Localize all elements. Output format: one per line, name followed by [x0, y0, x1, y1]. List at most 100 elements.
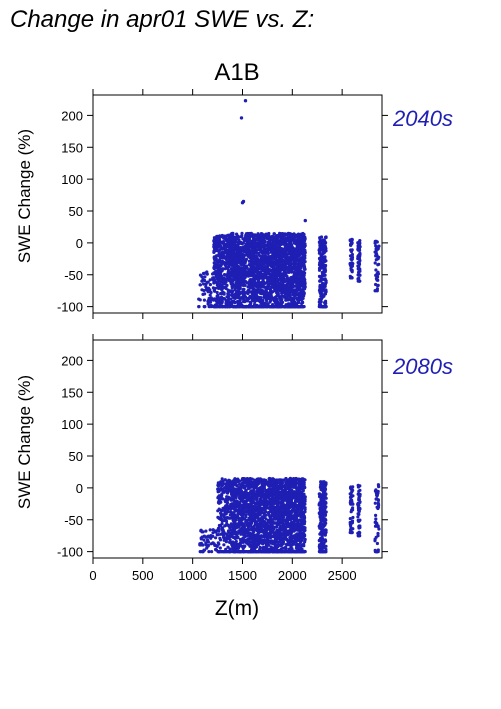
data-point — [321, 259, 325, 263]
data-point — [302, 271, 306, 275]
data-point — [317, 248, 321, 252]
data-point — [267, 477, 271, 481]
data-point — [375, 247, 379, 251]
data-point — [235, 251, 239, 255]
data-point — [348, 261, 352, 266]
data-point — [228, 246, 232, 250]
data-point — [245, 534, 249, 538]
data-point — [259, 255, 263, 259]
data-point — [201, 292, 205, 296]
data-point — [217, 283, 221, 287]
data-point — [265, 491, 269, 495]
data-point — [350, 252, 354, 257]
data-point — [289, 247, 293, 251]
data-point — [228, 540, 232, 544]
data-point — [290, 267, 294, 271]
data-point — [218, 271, 222, 275]
data-point — [261, 289, 265, 293]
data-point — [261, 244, 265, 249]
data-point — [268, 292, 272, 297]
data-point — [358, 239, 362, 243]
data-point — [247, 259, 251, 263]
data-point — [298, 245, 302, 249]
data-point — [256, 532, 260, 536]
data-point — [274, 259, 278, 263]
data-point — [288, 305, 293, 309]
data-point — [241, 540, 245, 545]
data-point — [267, 540, 271, 544]
data-point — [276, 242, 280, 246]
data-point — [259, 535, 263, 539]
data-point — [257, 289, 261, 293]
data-point — [219, 550, 223, 554]
data-point — [244, 504, 248, 508]
data-point — [226, 523, 230, 527]
data-point — [235, 493, 239, 497]
data-point — [221, 305, 225, 309]
data-point — [350, 242, 354, 246]
data-point — [261, 301, 265, 305]
data-point — [238, 517, 242, 521]
data-point — [251, 240, 256, 244]
plot-frame-2040s — [92, 94, 383, 314]
data-point — [203, 271, 207, 275]
data-point — [293, 241, 297, 245]
data-point — [235, 243, 239, 247]
data-point — [290, 287, 294, 291]
data-point — [221, 250, 225, 254]
data-point — [227, 484, 231, 489]
data-point — [375, 278, 379, 282]
data-point — [284, 260, 288, 264]
data-point — [252, 510, 256, 514]
data-point — [244, 257, 249, 261]
data-point — [221, 519, 225, 523]
data-point — [263, 550, 267, 554]
y-axis-title-2040s: SWE Change (%) — [15, 129, 34, 263]
data-point — [264, 517, 268, 521]
data-point — [200, 275, 204, 279]
data-point — [214, 254, 219, 258]
data-point — [247, 492, 252, 496]
data-point — [296, 300, 301, 304]
data-point — [321, 281, 325, 286]
data-point — [286, 257, 290, 261]
data-point — [226, 266, 230, 270]
data-point — [238, 523, 242, 528]
data-point — [267, 281, 272, 285]
data-point — [300, 275, 304, 279]
data-point — [217, 542, 221, 546]
data-point — [220, 261, 224, 266]
data-point — [232, 246, 236, 251]
data-point — [241, 269, 245, 273]
data-point — [231, 547, 235, 551]
data-point — [377, 255, 381, 259]
data-point — [256, 277, 260, 281]
data-point — [265, 248, 269, 252]
data-point — [203, 275, 207, 279]
data-point — [247, 539, 251, 543]
data-point — [226, 505, 230, 509]
data-point — [212, 261, 216, 265]
data-point — [259, 232, 263, 236]
data-point — [233, 287, 237, 291]
data-point — [232, 499, 236, 504]
data-point — [267, 487, 271, 491]
data-point — [259, 258, 263, 262]
data-point — [261, 506, 265, 510]
data-point — [285, 276, 289, 280]
data-point — [257, 526, 261, 530]
data-point — [225, 283, 229, 287]
data-point — [350, 238, 354, 242]
data-point — [293, 238, 297, 242]
data-point — [357, 267, 361, 271]
data-point — [202, 298, 206, 302]
data-point — [235, 266, 239, 271]
data-point — [350, 255, 355, 259]
data-point — [256, 514, 260, 518]
data-point — [251, 281, 255, 285]
data-point — [248, 544, 252, 548]
page-title: Change in apr01 SWE vs. Z: — [10, 6, 315, 33]
data-point — [323, 245, 327, 250]
data-point — [266, 482, 270, 486]
